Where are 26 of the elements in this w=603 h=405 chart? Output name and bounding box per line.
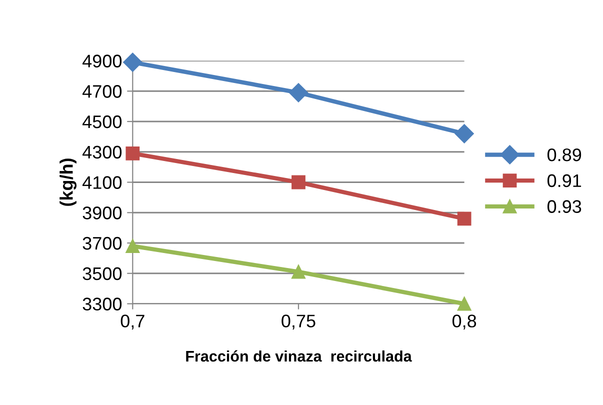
y-tick-label: 3700 <box>82 236 122 250</box>
y-tick-label: 3500 <box>82 267 122 280</box>
y-tick-label: 3300 <box>82 298 122 310</box>
point <box>457 296 472 311</box>
legend-label: 0.89 <box>547 148 582 162</box>
x-tick-label: 0,8 <box>452 314 476 330</box>
point <box>288 83 308 102</box>
x-axis-title: Fracción de vinaza recirculada <box>186 350 412 362</box>
point <box>454 124 474 144</box>
x-tick-label: 0,75 <box>282 314 316 330</box>
legend-label: 0.91 <box>547 174 582 188</box>
y-axis-title: (kg/h) <box>60 158 77 206</box>
x-tick-label: 0,7 <box>120 314 144 330</box>
point <box>292 264 306 279</box>
y-tick-label: 4500 <box>82 115 122 128</box>
y-tick-label: 4700 <box>82 85 122 98</box>
point <box>292 175 306 190</box>
point <box>126 146 140 160</box>
y-tick-label: 4100 <box>82 176 122 189</box>
y-tick-label: 4900 <box>82 54 122 68</box>
point <box>123 52 142 72</box>
legend-label: 0.93 <box>547 200 582 213</box>
point <box>457 212 472 226</box>
y-tick-label: 4300 <box>82 146 122 159</box>
point <box>126 239 140 253</box>
y-tick-label: 3900 <box>82 206 122 220</box>
